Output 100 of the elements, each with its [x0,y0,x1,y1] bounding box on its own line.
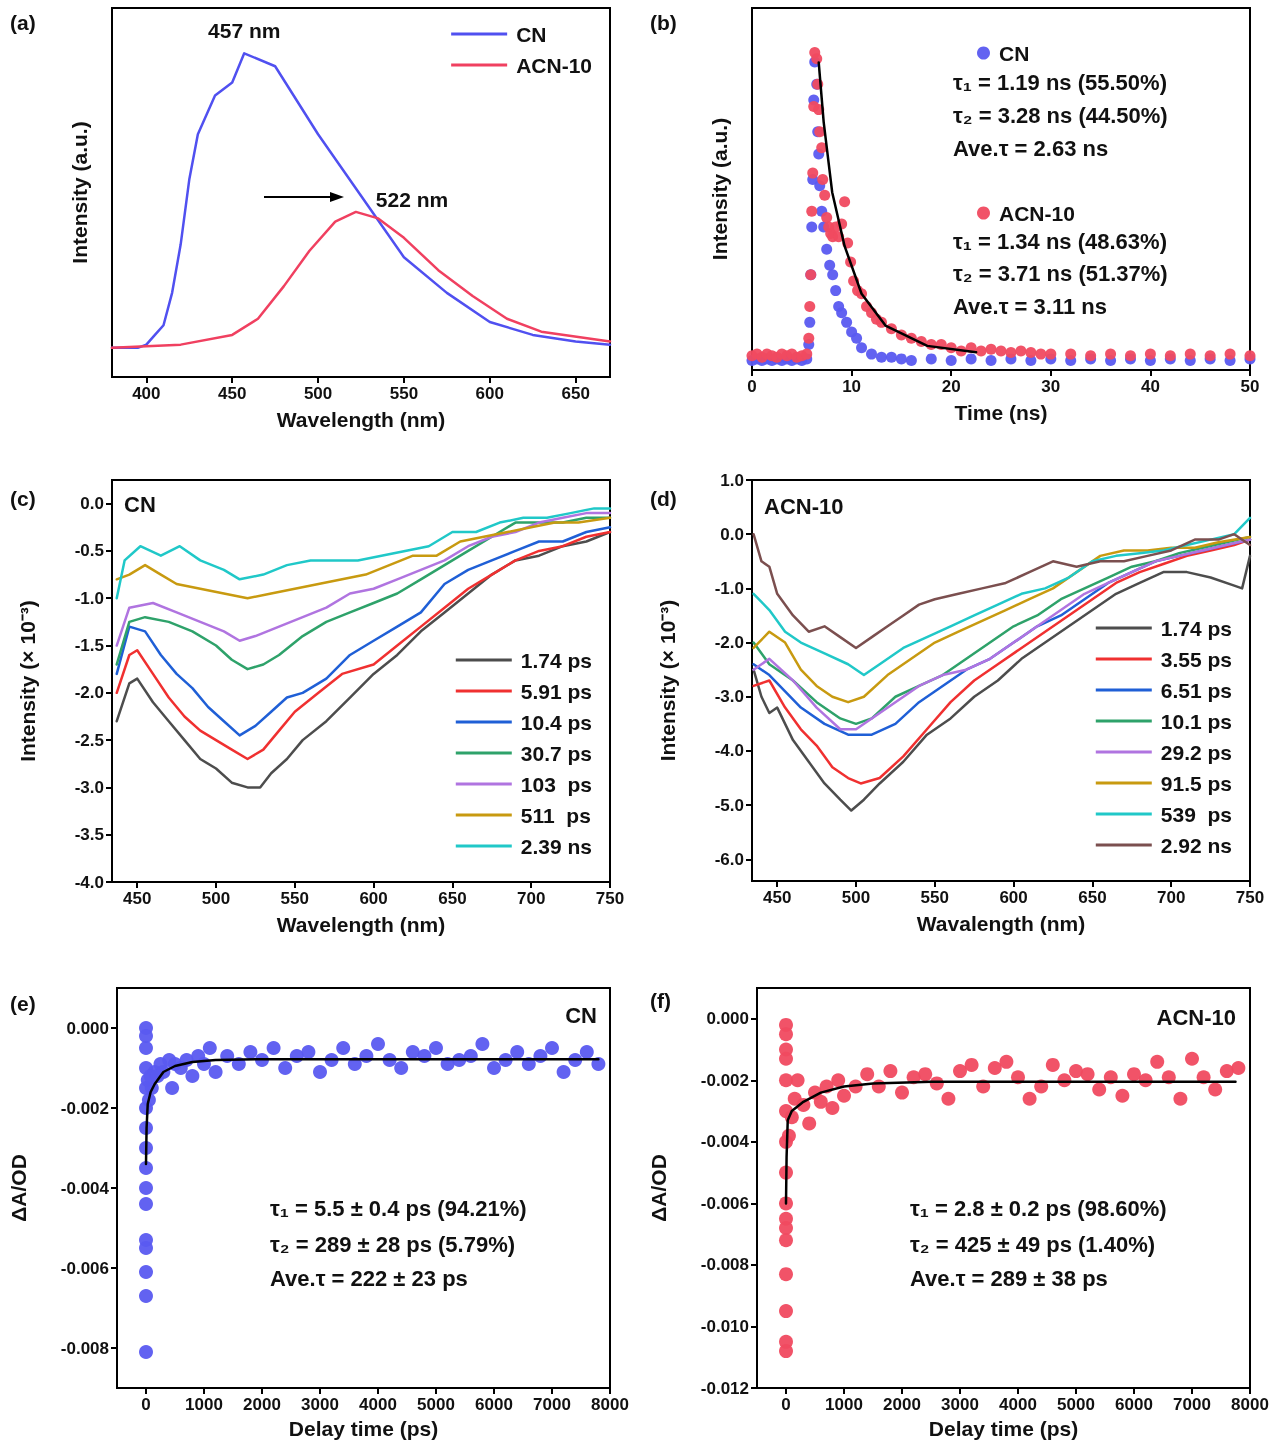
y-tick-label: 1.0 [720,470,744,490]
y-axis-title: ΔA/OD [647,1154,670,1222]
y-tick-label: -1.0 [74,588,104,608]
legend-label: 103 ps [520,772,593,796]
y-axis-title: Intensity (a.u.) [68,121,91,264]
y-tick-label: -0.002 [700,1070,749,1090]
y-tick-label: -0.006 [60,1258,109,1278]
x-tick-label: 650 [1078,888,1107,907]
x-tick-label: 0 [141,1395,151,1414]
x-tick-label: 4000 [999,1395,1037,1414]
chart-title: (a) [10,10,36,34]
x-axis-title: Wavelength (nm) [276,913,446,936]
legend-label: 2.92 ns [1160,833,1233,857]
annotation: τ₂ = 425 ± 49 ps (1.40%) [910,1231,1156,1257]
legend-label: 3.55 ps [1160,647,1233,671]
x-tick-label: 3000 [301,1395,339,1414]
x-tick-label: 400 [132,384,161,403]
x-tick-label: 10 [842,377,862,396]
y-tick-label: 0.000 [706,1009,749,1029]
legend-label: 539 ps [1160,802,1233,826]
chart-title: (e) [10,991,36,1015]
x-tick-label: 7000 [533,1395,571,1414]
x-tick-label: 8000 [591,1395,629,1414]
x-axis-title: Wavelength (nm) [276,408,446,431]
y-tick-label: 0.0 [720,524,744,544]
chart-title: (f) [650,988,671,1012]
y-tick-label: -2.0 [74,683,104,703]
legend-label: 30.7 ps [520,741,593,765]
annotation: Ave.τ = 3.11 ns [953,293,1107,319]
chart-title: (c) [10,486,36,510]
legend-label: ACN-10 [999,201,1075,225]
y-tick-label: -4.0 [714,741,744,761]
y-tick-label: -3.0 [74,777,104,797]
y-tick-label: -0.5 [74,541,104,561]
y-tick-label: -1.5 [74,636,104,656]
x-tick-label: 750 [1235,888,1265,907]
annotation: 522 nm [375,188,449,212]
x-tick-label: 600 [359,889,388,908]
y-tick-label: -1.0 [714,578,744,598]
x-axis-title: Time (ns) [954,401,1048,424]
x-axis-title: Delay time (ps) [288,1417,439,1440]
x-tick-label: 4000 [359,1395,397,1414]
y-tick-label: -0.002 [60,1098,109,1118]
legend-label: 511 ps [520,803,591,827]
x-tick-label: 500 [841,888,871,907]
legend-label: 91.5 ps [1160,771,1233,795]
y-tick-label: -0.012 [700,1378,749,1398]
x-tick-label: 6000 [1115,1395,1153,1414]
annotation: 457 nm [208,19,281,43]
annotation: τ₁ = 2.8 ± 0.2 ps (98.60%) [910,1195,1167,1221]
annotation: τ₂ = 289 ± 28 ps (5.79%) [270,1231,516,1257]
x-tick-label: 0 [781,1395,791,1414]
y-tick-label: -0.010 [700,1316,749,1336]
y-axis-title: ΔA/OD [7,1154,30,1222]
y-tick-label: -3.5 [74,825,104,845]
annotation: Ave.τ = 289 ± 38 ps [910,1265,1108,1291]
annotation: ACN-10 [1156,1004,1236,1030]
y-axis-title: Intensity (× 10⁻³) [16,600,39,762]
y-axis-title: Intensity (a.u.) [708,117,731,261]
x-tick-label: 550 [389,384,419,403]
x-tick-label: 50 [1240,377,1260,396]
legend-label: 29.2 ps [1160,740,1233,764]
y-tick-label: -5.0 [714,795,744,815]
legend-label: ACN-10 [516,53,593,77]
legend-label: 6.51 ps [1160,678,1233,702]
x-tick-label: 8000 [1231,1395,1269,1414]
annotation: CN [124,491,156,517]
x-tick-label: 0 [747,377,757,396]
x-tick-label: 700 [1157,888,1186,907]
y-axis-title: Intensity (× 10⁻³) [656,599,679,762]
legend-label: 10.1 ps [1160,709,1233,733]
x-tick-label: 750 [595,889,625,908]
x-tick-label: 6000 [475,1395,513,1414]
annotation: τ₂ = 3.71 ns (51.37%) [953,260,1168,286]
annotation: CN [565,1002,597,1028]
x-tick-label: 600 [999,888,1028,907]
legend-label: 1.74 ps [1160,616,1233,640]
x-tick-label: 2000 [883,1395,921,1414]
x-tick-label: 550 [280,889,309,908]
chart-title: (b) [650,10,677,34]
y-tick-label: 0.000 [66,1018,109,1038]
y-tick-label: -0.008 [60,1338,109,1358]
x-tick-label: 2000 [243,1395,281,1414]
legend-label: 5.91 ps [520,679,593,703]
y-tick-label: -4.0 [74,872,104,892]
annotation: Ave.τ = 2.63 ns [953,135,1109,161]
annotation: Ave.τ = 222 ± 23 ps [270,1265,468,1291]
x-axis-title: Delay time (ps) [928,1417,1079,1440]
x-tick-label: 650 [438,889,467,908]
y-tick-label: -0.008 [700,1255,749,1275]
x-tick-label: 650 [561,384,590,403]
y-tick-label: -0.004 [60,1178,110,1198]
legend-label: CN [999,41,1030,65]
y-tick-label: -0.006 [700,1193,749,1213]
x-tick-label: 600 [475,384,504,403]
x-tick-label: 1000 [825,1395,863,1414]
y-tick-label: -6.0 [714,849,744,869]
annotation: τ₂ = 3.28 ns (44.50%) [953,102,1168,128]
legend-label: 2.39 ns [520,834,593,858]
x-tick-label: 550 [920,888,949,907]
